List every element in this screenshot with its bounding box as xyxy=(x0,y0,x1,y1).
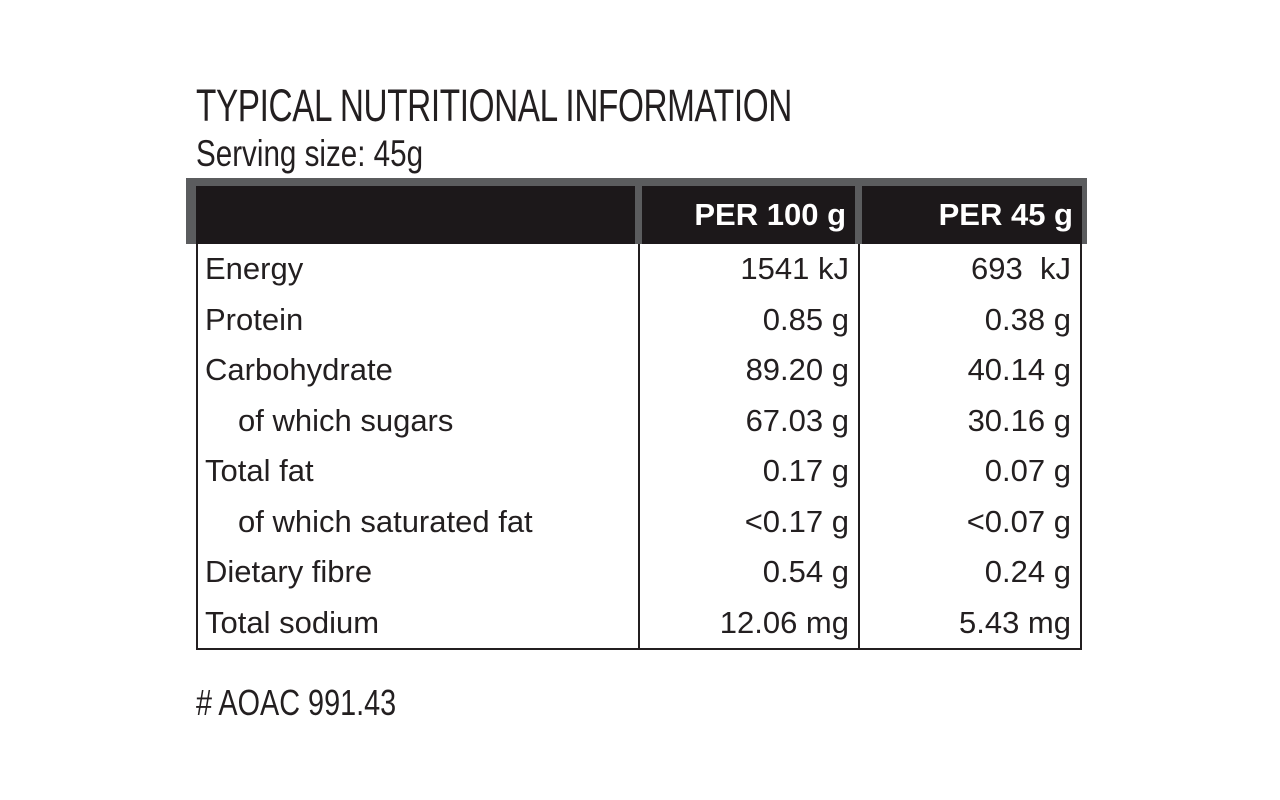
row-label: Dietary fibre xyxy=(205,554,373,589)
value-per-100g: 0.54 g xyxy=(638,547,858,598)
table-row: Energy 1541 kJ 693 kJ xyxy=(198,244,1080,295)
value-per-100g: 0.85 g xyxy=(638,294,858,345)
value-per-100g: <0.17 g xyxy=(638,496,858,547)
row-label: of which sugars xyxy=(238,402,454,438)
value-per-100g: 12.06 mg xyxy=(638,597,858,648)
table-row: of which sugars 67.03 g 30.16 g xyxy=(198,395,1080,446)
table-row: Protein 0.85 g 0.38 g xyxy=(198,294,1080,345)
row-label: Carbohydrate xyxy=(205,352,393,387)
table-body: Energy 1541 kJ 693 kJ Protein 0.85 g 0.3… xyxy=(196,244,1082,650)
header-cell-empty xyxy=(196,186,635,244)
value-per-45g: 0.38 g xyxy=(858,294,1080,345)
value-per-100g: 1541 kJ xyxy=(638,244,858,295)
nutrition-table: PER 100 g PER 45 g Energy 1541 kJ 693 kJ… xyxy=(186,178,1087,650)
value-per-100g: 0.17 g xyxy=(638,446,858,497)
table-row: Dietary fibre 0.54 g 0.24 g xyxy=(198,547,1080,598)
serving-size-text: Serving size: 45g xyxy=(196,133,424,174)
value-per-45g: 30.16 g xyxy=(858,395,1080,446)
row-label: Total fat xyxy=(205,453,314,488)
value-per-45g: 0.24 g xyxy=(858,547,1080,598)
table-row: of which saturated fat <0.17 g <0.07 g xyxy=(198,496,1080,547)
value-per-45g: 0.07 g xyxy=(858,446,1080,497)
value-per-45g: 5.43 mg xyxy=(858,597,1080,648)
header-cell-per-100g: PER 100 g xyxy=(642,186,855,244)
value-per-45g: 40.14 g xyxy=(858,345,1080,396)
row-label: Protein xyxy=(205,301,304,337)
table-row: Carbohydrate 89.20 g 40.14 g xyxy=(198,345,1080,396)
footnote-aoac-reference: # AOAC 991.43 xyxy=(196,682,397,723)
value-per-100g: 67.03 g xyxy=(638,395,858,446)
row-label: Total sodium xyxy=(205,604,380,640)
value-per-100g: 89.20 g xyxy=(638,345,858,396)
value-per-45g: <0.07 g xyxy=(858,496,1080,547)
table-row: Total sodium 12.06 mg 5.43 mg xyxy=(198,597,1080,648)
row-label: of which saturated fat xyxy=(238,503,533,539)
header-cell-per-45g: PER 45 g xyxy=(862,186,1082,244)
table-header-row: PER 100 g PER 45 g xyxy=(186,178,1087,244)
table-row: Total fat 0.17 g 0.07 g xyxy=(198,446,1080,497)
value-per-45g: 693 kJ xyxy=(858,244,1080,295)
row-label: Energy xyxy=(205,251,304,286)
page-title: TYPICAL NUTRITIONAL INFORMATION xyxy=(196,80,792,131)
